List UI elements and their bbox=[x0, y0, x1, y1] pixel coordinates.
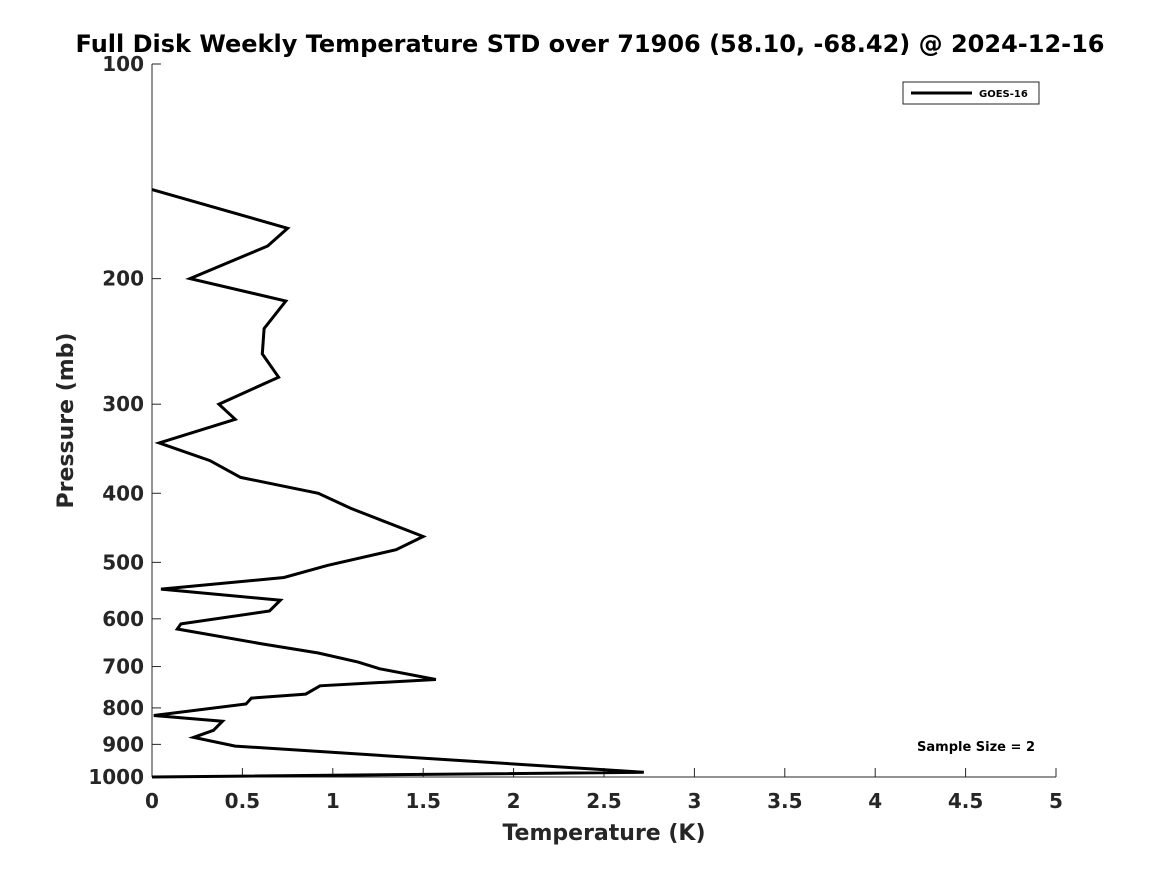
x-tick-label: 3.5 bbox=[767, 789, 802, 813]
x-tick-label: 1 bbox=[326, 789, 340, 813]
sample-size-annotation: Sample Size = 2 bbox=[917, 740, 1035, 755]
y-tick-label: 600 bbox=[102, 607, 144, 631]
chart-title: Full Disk Weekly Temperature STD over 71… bbox=[76, 30, 1105, 58]
x-axis-label: Temperature (K) bbox=[502, 821, 705, 846]
y-tick-label: 800 bbox=[102, 696, 144, 720]
y-axis-ticks: 100 200 300 400 500 600 700 800 900 1000 bbox=[88, 52, 161, 789]
x-axis-ticks: 0 0.5 1 1.5 2 2.5 3 3.5 4 4.5 5 bbox=[145, 768, 1063, 813]
y-tick-label: 100 bbox=[102, 52, 144, 76]
y-axis-label: Pressure (mb) bbox=[54, 333, 79, 509]
x-tick-label: 1.5 bbox=[405, 789, 440, 813]
x-tick-label: 5 bbox=[1049, 789, 1063, 813]
y-tick-label: 900 bbox=[102, 732, 144, 756]
y-tick-label: 1000 bbox=[88, 765, 144, 789]
plot-area: 0 0.5 1 1.5 2 2.5 3 3.5 4 4.5 5 100 200 300 400 500 600… bbox=[88, 52, 1063, 813]
y-tick-label: 400 bbox=[102, 481, 144, 505]
x-tick-label: 3 bbox=[687, 789, 701, 813]
x-tick-label: 0 bbox=[145, 789, 159, 813]
series-layer bbox=[151, 188, 644, 779]
x-tick-label: 2.5 bbox=[586, 789, 621, 813]
x-tick-label: 0.5 bbox=[225, 789, 260, 813]
y-tick-label: 200 bbox=[102, 267, 144, 291]
y-tick-label: 700 bbox=[102, 655, 144, 679]
legend-entry-goes-16: GOES-16 bbox=[979, 89, 1028, 100]
x-tick-label: 4 bbox=[868, 789, 882, 813]
y-tick-label: 500 bbox=[102, 550, 144, 574]
x-tick-label: 4.5 bbox=[948, 789, 983, 813]
y-tick-label: 300 bbox=[102, 392, 144, 416]
x-tick-label: 2 bbox=[507, 789, 521, 813]
series-line-goes-16 bbox=[151, 188, 644, 779]
legend: GOES-16 bbox=[902, 81, 1040, 105]
